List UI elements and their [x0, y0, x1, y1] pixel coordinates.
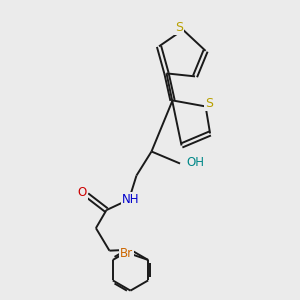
Text: S: S: [176, 21, 183, 34]
Text: NH: NH: [122, 193, 139, 206]
Text: Br: Br: [120, 247, 133, 260]
Text: O: O: [78, 186, 87, 199]
Text: S: S: [205, 97, 213, 110]
Text: OH: OH: [187, 155, 205, 169]
